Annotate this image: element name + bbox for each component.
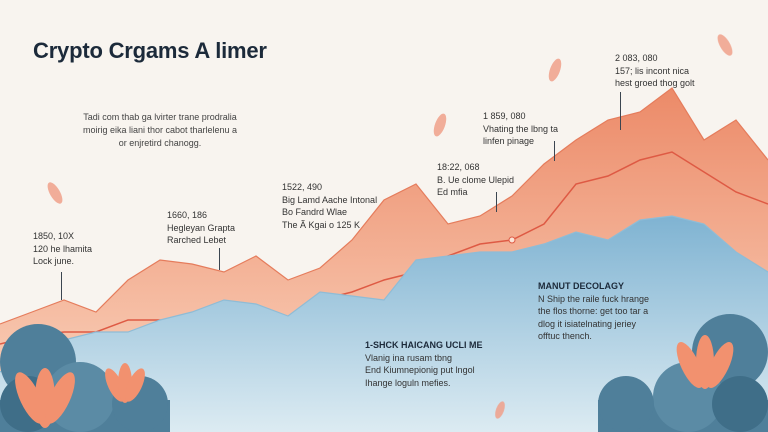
annotation-line: Ed mfia — [437, 187, 468, 197]
annotation-line: Lock june. — [33, 256, 75, 266]
annotation-line: The Ã Kgai o 125 K — [282, 219, 361, 230]
area-outline-upper — [0, 87, 768, 325]
annotation-value: 2 083, 080 — [615, 53, 658, 63]
annotation-2: 1660, 186 Hegleyan Grapta Rarched Lebet — [167, 209, 235, 247]
intro-text: Tadi com thab ga lvirter trane prodralia… — [82, 112, 238, 148]
annotation-line: hest groed thog golt — [615, 78, 695, 88]
annotation-line: 157; lis incont nica — [615, 65, 690, 76]
annotation-line: Bo Fandrd Wlae — [282, 207, 348, 217]
annotation-line: Vhating the lbng ta — [483, 123, 559, 134]
annotation-value: 1850, 10X — [33, 231, 75, 241]
annotation-line: Big Lamd Aache Intonal — [282, 194, 378, 205]
annotation-line: N Ship the raile fuck hrange — [538, 293, 650, 304]
annotation-line: offtuc thench. — [538, 331, 592, 341]
annotation-leader — [620, 92, 622, 130]
annotation-heading: 1-SHCK HAICANG UCLI ME — [365, 340, 483, 350]
annotation-value: 1522, 490 — [282, 182, 323, 192]
petal-decoration-icon — [47, 34, 733, 419]
annotation-leader — [61, 272, 63, 300]
annotation-4: 18:22, 068 B. Ue clome Ulepid Ed mfia — [437, 161, 514, 199]
annotation-value: 18:22, 068 — [437, 162, 480, 172]
annotation-leader — [219, 248, 221, 270]
annotation-line: End Kiumnepionig put lngol — [365, 365, 475, 375]
annotation-line: Rarched Lebet — [167, 235, 227, 245]
annotation-leader — [496, 192, 498, 212]
annotation-7: MANUT DECOLAGY N Ship the raile fuck hra… — [538, 280, 649, 343]
annotation-1: 1850, 10X 120 he lhamita Lock june. — [33, 230, 92, 268]
annotation-line: Vlanig ina rusam tbng — [365, 352, 453, 363]
bush-left — [0, 324, 170, 432]
annotation-line: 120 he lhamita — [33, 243, 93, 254]
annotation-line: Hegleyan Grapta — [167, 222, 236, 233]
annotation-line: linfen pinage — [483, 136, 535, 146]
annotation-3: 1522, 490 Big Lamd Aache Intonal Bo Fand… — [282, 181, 377, 231]
annotation-line: Ihange loguln mefies. — [365, 377, 451, 388]
annotation-value: 1660, 186 — [167, 210, 208, 220]
line-trend — [0, 151, 768, 345]
page-title: Crypto Crgams A limer — [33, 38, 267, 63]
annotation-5: 1 859, 080 Vhating the lbng ta linfen pi… — [483, 110, 558, 148]
annotation-leader — [554, 141, 556, 161]
annotation-heading: MANUT DECOLAGY — [538, 281, 624, 291]
annotation-line: B. Ue clome Ulepid — [437, 174, 515, 185]
annotation-6: 2 083, 080 157; lis incont nica hest gro… — [615, 52, 695, 90]
annotation-8: 1-SHCK HAICANG UCLI ME Vlanig ina rusam … — [365, 339, 483, 389]
area-lower — [0, 216, 768, 432]
annotation-line: dlog it isiatelnating jeriey — [538, 318, 637, 329]
annotation-value: 1 859, 080 — [483, 111, 526, 121]
annotation-line: the flos thorne: get too tar a — [538, 306, 649, 316]
data-point — [508, 236, 516, 244]
lotus-flower-icon — [15, 335, 734, 428]
area-outline-lower — [0, 215, 768, 373]
